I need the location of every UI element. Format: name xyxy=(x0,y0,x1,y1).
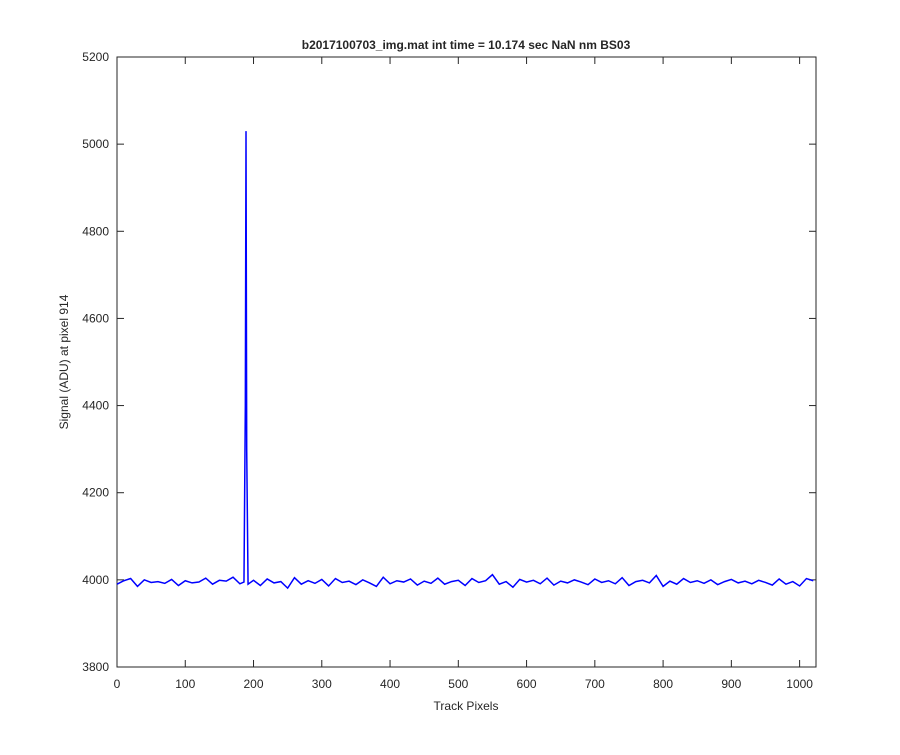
y-tick-label: 4200 xyxy=(82,486,109,500)
x-tick-label: 300 xyxy=(312,677,332,691)
x-tick-label: 600 xyxy=(517,677,537,691)
y-tick-label: 4000 xyxy=(82,573,109,587)
x-tick-label: 0 xyxy=(114,677,121,691)
y-tick-label: 4600 xyxy=(82,311,109,325)
data-line xyxy=(116,131,814,590)
x-axis-label: Track Pixels xyxy=(434,699,499,713)
x-tick-label: 100 xyxy=(175,677,195,691)
x-tick-label: 400 xyxy=(380,677,400,691)
chart-title: b2017100703_img.mat int time = 10.174 se… xyxy=(302,38,631,52)
x-tick-label: 900 xyxy=(721,677,741,691)
y-tick-label: 3800 xyxy=(82,660,109,674)
y-tick-label: 5200 xyxy=(82,50,109,64)
x-tick-label: 200 xyxy=(244,677,264,691)
x-tick-label: 1000 xyxy=(786,677,813,691)
plot-frame xyxy=(116,56,817,668)
x-tick-label: 700 xyxy=(585,677,605,691)
y-tick-label: 4400 xyxy=(82,399,109,413)
x-tick-label: 800 xyxy=(653,677,673,691)
x-tick-label: 500 xyxy=(448,677,468,691)
y-axis-label: Signal (ADU) at pixel 914 xyxy=(57,294,71,429)
y-tick-label: 5000 xyxy=(82,137,109,151)
y-tick-label: 4800 xyxy=(82,224,109,238)
